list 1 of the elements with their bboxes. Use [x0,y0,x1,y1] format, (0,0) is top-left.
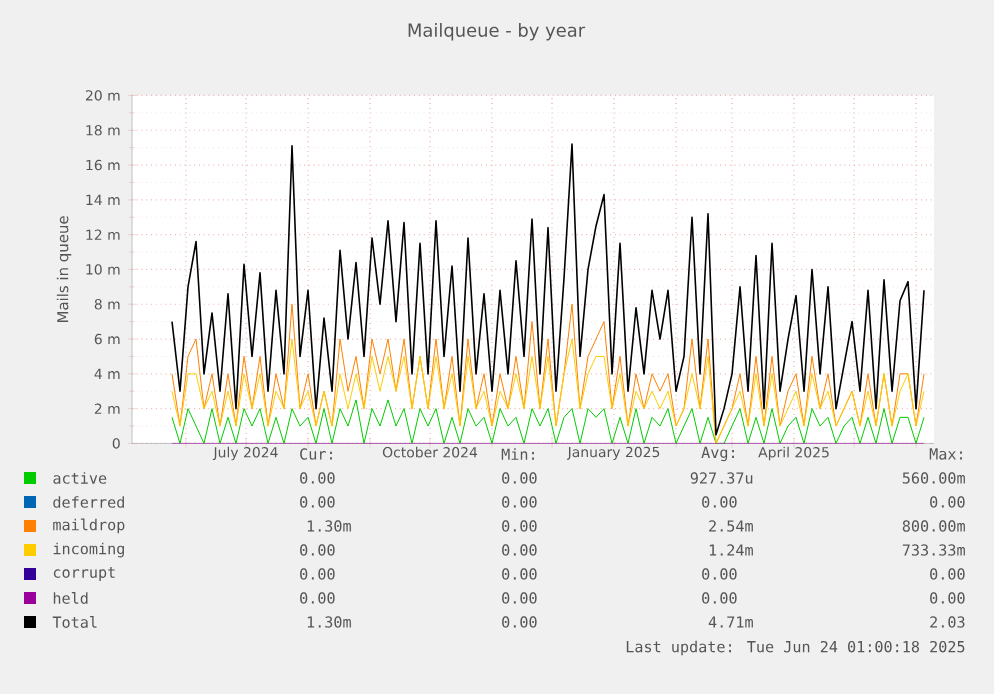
chart-title: Mailqueue - by year [408,23,586,41]
